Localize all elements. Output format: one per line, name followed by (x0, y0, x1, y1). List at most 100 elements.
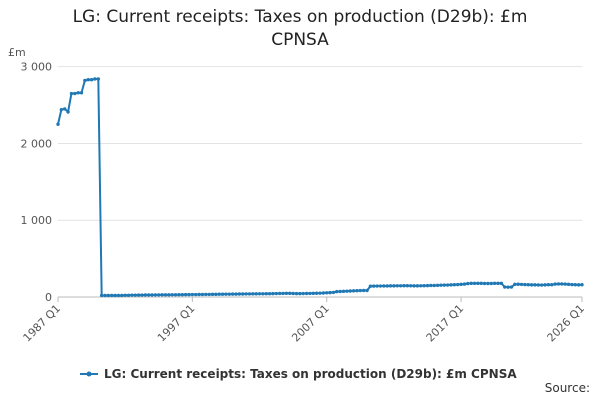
x-tick-label: 1987 Q1 (21, 302, 64, 345)
point (200, 292, 205, 297)
point (341, 289, 346, 294)
point (408, 284, 413, 288)
point (180, 292, 184, 297)
point (69, 91, 74, 96)
point (291, 291, 295, 296)
legend-marker (86, 371, 92, 377)
point (170, 293, 174, 297)
point (140, 293, 144, 297)
point (439, 283, 443, 287)
point (533, 283, 537, 287)
point (452, 283, 457, 287)
point (227, 292, 232, 296)
point (472, 281, 477, 286)
point (277, 291, 282, 296)
point (523, 282, 527, 287)
point (365, 288, 369, 293)
point (254, 292, 258, 296)
point (93, 77, 97, 81)
point (536, 283, 541, 287)
point (318, 291, 322, 295)
point (113, 293, 117, 298)
point (546, 283, 551, 287)
point (459, 282, 463, 287)
point (435, 283, 440, 288)
point (281, 291, 285, 296)
point (445, 283, 450, 287)
point (284, 291, 289, 296)
point (415, 284, 420, 288)
x-tick-label: 2017 Q1 (424, 302, 467, 345)
point (442, 283, 446, 287)
point (190, 292, 195, 297)
legend-label: LG: Current receipts: Taxes on productio… (104, 367, 517, 381)
point (331, 290, 336, 295)
point (382, 284, 386, 288)
point (539, 283, 544, 287)
point (529, 283, 534, 287)
y-tick-label: 0 (45, 291, 52, 304)
y-axis-label: £m (8, 46, 26, 59)
point (462, 282, 467, 286)
point (570, 282, 574, 287)
point (355, 289, 359, 293)
point (86, 78, 90, 82)
point (509, 285, 514, 289)
point (304, 291, 309, 296)
point (271, 291, 275, 296)
point (120, 293, 124, 298)
point (167, 293, 171, 297)
point (513, 282, 517, 287)
point (325, 291, 329, 295)
point (130, 293, 134, 297)
point (492, 281, 497, 286)
point (419, 284, 423, 288)
point (422, 284, 426, 288)
point (385, 284, 389, 288)
point (264, 291, 268, 296)
point (301, 291, 305, 296)
point (425, 283, 430, 288)
point (56, 122, 60, 126)
point (160, 293, 164, 297)
point (136, 293, 141, 297)
point (482, 281, 487, 286)
y-tick-label: 2 000 (21, 137, 53, 150)
point (96, 77, 101, 81)
point (543, 283, 547, 287)
point (308, 291, 312, 296)
point (59, 107, 64, 112)
point (479, 281, 483, 286)
point (150, 293, 154, 297)
point (267, 291, 272, 296)
point (489, 281, 494, 286)
point (83, 78, 87, 83)
point (63, 107, 67, 111)
point (106, 293, 111, 298)
point (66, 110, 70, 114)
point (348, 289, 352, 293)
point (244, 292, 248, 296)
point (257, 292, 262, 296)
point (183, 292, 188, 297)
point (224, 292, 228, 296)
point (143, 293, 148, 297)
point (133, 293, 137, 297)
point (197, 292, 201, 297)
point (378, 284, 383, 288)
source: Source: (545, 381, 590, 395)
point (469, 281, 473, 286)
chart-title: LG: Current receipts: Taxes on productio… (72, 7, 528, 50)
point (73, 91, 77, 96)
point (99, 293, 104, 298)
point (566, 282, 571, 287)
point (550, 283, 554, 287)
point (177, 292, 181, 297)
point (412, 284, 416, 288)
point (321, 291, 326, 295)
point (573, 283, 577, 287)
point (103, 293, 107, 298)
point (157, 293, 161, 297)
